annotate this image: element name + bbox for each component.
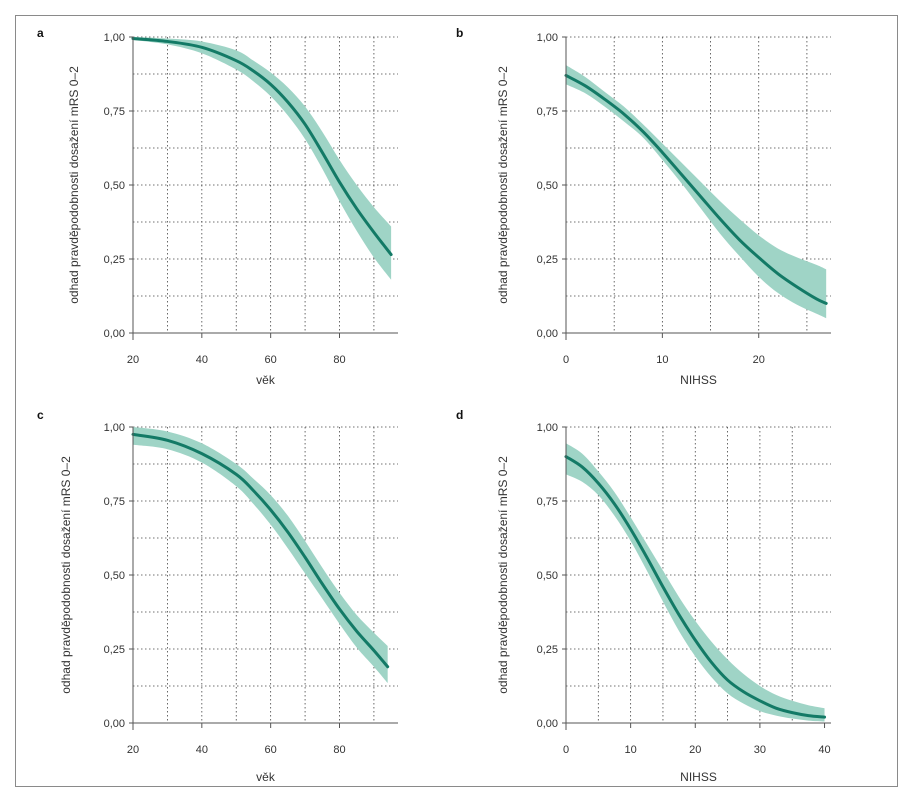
x-tick-label: 0: [563, 354, 569, 366]
y-axis-label: odhad pravděpodobnosti dosažení mRS 0–2: [59, 456, 73, 694]
x-axis-label: věk: [256, 373, 276, 387]
panel-label: a: [37, 26, 44, 40]
panel-label: d: [456, 408, 463, 422]
x-tick-label: 10: [625, 744, 637, 756]
y-tick-label: 0,00: [104, 328, 125, 340]
x-tick-label: 80: [333, 744, 345, 756]
x-tick-label: 30: [754, 744, 766, 756]
x-tick-label: 80: [333, 354, 345, 366]
x-tick-label: 60: [265, 354, 277, 366]
panel-b: 0,00 0,25 0,50 0,75 1,00 0 10 20 NIHSS odhad prav…: [456, 26, 831, 387]
x-tick-label: 20: [127, 744, 139, 756]
y-tick-label: 1,00: [537, 32, 558, 44]
panel-label: c: [37, 408, 44, 422]
y-tick-label: 0,75: [104, 496, 125, 508]
x-axis-label: NIHSS: [680, 373, 717, 387]
grid: [133, 426, 398, 723]
estimate-curve: [564, 73, 828, 305]
panel-label: b: [456, 26, 463, 40]
y-tick-label: 0,25: [537, 254, 558, 266]
y-tick-label: 0,50: [537, 180, 558, 192]
y-tick-label: 1,00: [537, 422, 558, 434]
panel-d: 0,00 0,25 0,50 0,75 1,00 0 10 20 30 40 NIHSS odhad …: [456, 408, 831, 784]
y-tick-label: 1,00: [104, 32, 125, 44]
x-tick-label: 60: [265, 744, 277, 756]
figure-frame: [15, 15, 898, 787]
y-tick-label: 0,00: [537, 718, 558, 730]
y-tick-label: 0,25: [104, 254, 125, 266]
y-tick-label: 0,50: [537, 570, 558, 582]
panel-a: 0,00 0,25 0,50 0,75 1,00 20 40 60 80 věk odhad pra…: [37, 26, 398, 387]
x-axis-label: věk: [256, 770, 276, 784]
x-tick-label: 20: [689, 744, 701, 756]
y-tick-label: 0,50: [104, 180, 125, 192]
panel-c: 0,00 0,25 0,50 0,75 1,00 20 40 60 80 věk odhad pra…: [37, 408, 398, 784]
x-tick-label: 20: [753, 354, 765, 366]
estimate-curve: [131, 36, 393, 257]
grid: [566, 426, 831, 723]
y-tick-label: 0,75: [104, 106, 125, 118]
y-axis-label: odhad pravděpodobnosti dosažení mRS 0–2: [67, 66, 81, 304]
x-axis-label: NIHSS: [680, 770, 717, 784]
x-tick-label: 40: [818, 744, 830, 756]
estimate-curve: [131, 432, 390, 669]
y-tick-label: 0,75: [537, 106, 558, 118]
x-tick-label: 40: [196, 354, 208, 366]
y-tick-label: 0,50: [104, 570, 125, 582]
y-tick-label: 0,25: [104, 644, 125, 656]
x-tick-label: 20: [127, 354, 139, 366]
confidence-band: [566, 443, 825, 722]
y-axis-label: odhad pravděpodobnosti dosažení mRS 0–2: [496, 66, 510, 304]
x-tick-label: 40: [196, 744, 208, 756]
x-tick-label: 10: [656, 354, 668, 366]
panels: 0,00 0,25 0,50 0,75 1,00 20 40 60 80 věk odhad pra…: [37, 26, 831, 784]
y-tick-label: 0,25: [537, 644, 558, 656]
y-tick-label: 1,00: [104, 422, 125, 434]
x-tick-label: 0: [563, 744, 569, 756]
confidence-band: [133, 427, 388, 684]
confidence-band: [133, 37, 392, 280]
y-axis-label: odhad pravděpodobnosti dosažení mRS 0–2: [496, 456, 510, 694]
y-tick-label: 0,00: [104, 718, 125, 730]
estimate-curve: [564, 455, 827, 719]
y-tick-label: 0,00: [537, 328, 558, 340]
y-tick-label: 0,75: [537, 496, 558, 508]
